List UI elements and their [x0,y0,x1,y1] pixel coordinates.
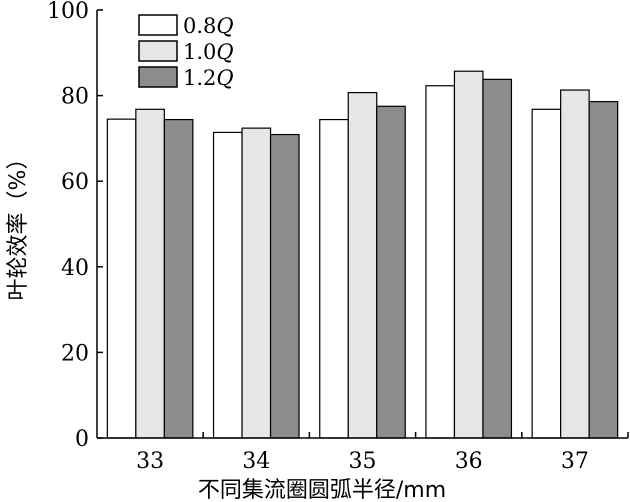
legend-label-number: 1.2 [183,66,216,90]
y-tick-label: 80 [61,85,89,110]
x-axis-title: 不同集流圈圆弧半径/mm [198,478,446,502]
x-tick-label: 36 [455,449,483,474]
y-tick-label: 100 [47,0,89,24]
bar-33-s3 [163,118,194,439]
legend-label-symbol: Q [216,14,233,38]
legend-swatch-s3 [138,66,178,88]
bar-33-s1 [106,118,137,439]
x-tick-label: 35 [349,449,377,474]
axes [96,10,628,439]
bar-34-s3 [269,133,300,439]
bar-37-s2 [560,89,590,439]
y-tick-label: 60 [61,170,89,195]
bar-35-s1 [319,118,349,439]
bars-layer [106,70,619,439]
bar-37-s3 [588,100,619,439]
bar-37-s1 [531,108,562,439]
bar-35-s3 [376,105,406,439]
bar-36-s2 [453,70,484,439]
y-axis-title: 叶轮效率（%） [6,148,31,301]
x-tick-label: 34 [242,449,270,474]
x-tick-label: 37 [561,449,589,474]
y-tick-label: 40 [61,256,89,281]
legend: 0.8Q1.0Q1.2Q [138,14,234,90]
bar-34-s1 [212,131,243,439]
bar-36-s3 [482,78,513,439]
legend-label-number: 1.0 [183,40,216,64]
y-tick-label: 20 [61,341,89,366]
y-tick-label: 0 [75,427,89,452]
legend-label-s2: 1.0Q [183,40,234,64]
x-ticks: 33 34 35 36 37 [136,432,629,474]
legend-swatch-s1 [138,14,178,36]
x-tick-label: 33 [136,449,164,474]
bar-35-s2 [347,92,378,439]
legend-label-symbol: Q [216,40,233,64]
bar-33-s2 [135,108,165,439]
legend-label-s1: 0.8Q [183,14,234,38]
legend-swatch-s2 [138,40,178,62]
legend-label-number: 0.8 [183,14,216,38]
y-ticks: 0 20 40 60 80 100 [47,0,103,452]
legend-label-s3: 1.2Q [183,66,234,90]
bar-34-s2 [241,127,272,439]
bar-36-s1 [425,85,456,439]
legend-label-symbol: Q [216,66,233,90]
